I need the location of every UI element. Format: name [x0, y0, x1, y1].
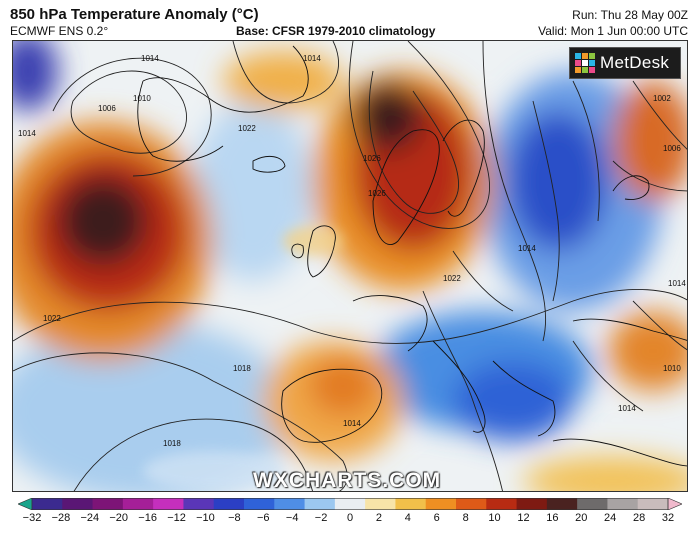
- colorbar-tick-label: −4: [285, 512, 299, 524]
- colorbar-tick-label: 12: [517, 512, 530, 524]
- colorbar-tick-label: −24: [80, 512, 100, 524]
- colorbar-segment: [92, 498, 124, 510]
- isobar-label: 1014: [618, 404, 636, 413]
- isobar-label: 1014: [518, 244, 536, 253]
- isobar-label: 1022: [443, 274, 461, 283]
- colorbar-max-arrow: [667, 498, 682, 510]
- colorbar-segment: [637, 498, 669, 510]
- isobar-label: 1026: [363, 154, 381, 163]
- colorbar-tick-label: 6: [433, 512, 440, 524]
- colorbar-tick-label: 10: [488, 512, 501, 524]
- isobar-label: 1018: [163, 439, 181, 448]
- colorbar-frame: [31, 498, 669, 510]
- metdesk-logo-text: MetDesk: [600, 53, 670, 72]
- colorbar-segment: [486, 498, 518, 510]
- colorbar-tick-label: 20: [575, 512, 588, 524]
- colorbar-segment: [607, 498, 639, 510]
- isobar-label: 1014: [343, 419, 361, 428]
- isobar-label: 1022: [238, 124, 256, 133]
- chart-title: 850 hPa Temperature Anomaly (°C): [10, 6, 259, 23]
- colorbar-tick-label: 32: [661, 512, 675, 524]
- colorbar-tick-label: 2: [375, 512, 382, 524]
- climatology-base-label: Base: CFSR 1979-2010 climatology: [236, 24, 436, 38]
- colorbar-tick-label: 24: [604, 512, 617, 524]
- colorbar-tick-label: −32: [22, 512, 42, 524]
- metdesk-logo: MetDesk: [569, 47, 681, 79]
- colorbar: [18, 498, 682, 510]
- isobar-label: 1014: [141, 54, 159, 63]
- colorbar-segment: [546, 498, 578, 510]
- colorbar-ticks: −32 −28 −24 −20 −16 −12 −10 −8 −6 −4 −2 0 2 4 6 8 10 12 16…: [0, 512, 700, 528]
- isobar-lines: [13, 41, 687, 491]
- colorbar-segment: [395, 498, 427, 510]
- run-time-label: Run: Thu 28 May 00Z: [572, 8, 688, 22]
- colorbar-segment: [62, 498, 94, 510]
- chart-header: 850 hPa Temperature Anomaly (°C) ECMWF E…: [0, 0, 700, 40]
- colorbar-segment: [304, 498, 336, 510]
- colorbar-segment: [334, 498, 366, 510]
- colorbar-min-arrow: [18, 498, 33, 510]
- colorbar-tick-label: −8: [228, 512, 241, 524]
- colorbar-tick-label: −2: [314, 512, 328, 524]
- isobar-label: 1022: [43, 314, 61, 323]
- colorbar-segment: [153, 498, 184, 510]
- isobar-label: 1002: [653, 94, 671, 103]
- anomaly-field: 1014 1018 1022 1014 1010 1006 1014 1026 …: [13, 41, 687, 491]
- colorbar-segment: [213, 498, 245, 510]
- anomaly-map: 1014 1018 1022 1014 1010 1006 1014 1026 …: [12, 40, 688, 492]
- isobar-label: 1010: [663, 364, 681, 373]
- colorbar-tick-label: −6: [256, 512, 270, 524]
- coastlines: [137, 45, 687, 467]
- colorbar-tick-label: 28: [632, 512, 646, 524]
- model-label: ECMWF ENS 0.2°: [10, 24, 109, 38]
- isobar-label: 1006: [98, 104, 116, 113]
- colorbar-tick-label: −28: [51, 512, 71, 524]
- metdesk-logo-icon: [575, 53, 595, 73]
- colorbar-tick-label: −16: [138, 512, 157, 524]
- colorbar-tick-label: 0: [346, 512, 354, 524]
- colorbar-segment: [425, 498, 457, 510]
- colorbar-tick-label: −10: [196, 512, 215, 524]
- colorbar-segment: [32, 498, 63, 510]
- valid-time-label: Valid: Mon 1 Jun 00:00 UTC: [538, 24, 688, 38]
- isobar-label: 1018: [233, 364, 251, 373]
- isobar-label: 1014: [303, 54, 321, 63]
- isobar-label: 1014: [18, 129, 36, 138]
- colorbar-tick-label: −20: [109, 512, 129, 524]
- colorbar-tick-label: 8: [462, 512, 469, 524]
- colorbar-tick-label: 4: [404, 512, 411, 524]
- colorbar-tick-label: 16: [546, 512, 559, 524]
- colorbar-segment: [365, 498, 396, 510]
- colorbar-tick-label: −12: [167, 512, 186, 524]
- colorbar-segment: [122, 498, 154, 510]
- isobar-label: 1026: [368, 189, 386, 198]
- isobar-label: 1006: [663, 144, 681, 153]
- isobar-label: 1014: [668, 279, 686, 288]
- colorbar-segment: [456, 498, 487, 510]
- colorbar-segment: [274, 498, 306, 510]
- colorbar-segment: [516, 498, 548, 510]
- wxcharts-watermark: WXCHARTS.COM: [253, 469, 442, 492]
- isobar-labels: 1014 1018 1022 1014 1010 1006 1014 1026 …: [18, 54, 686, 448]
- colorbar-segment: [244, 498, 275, 510]
- colorbar-segment: [183, 498, 215, 510]
- isobar-label: 1010: [133, 94, 151, 103]
- colorbar-segment: [577, 498, 608, 510]
